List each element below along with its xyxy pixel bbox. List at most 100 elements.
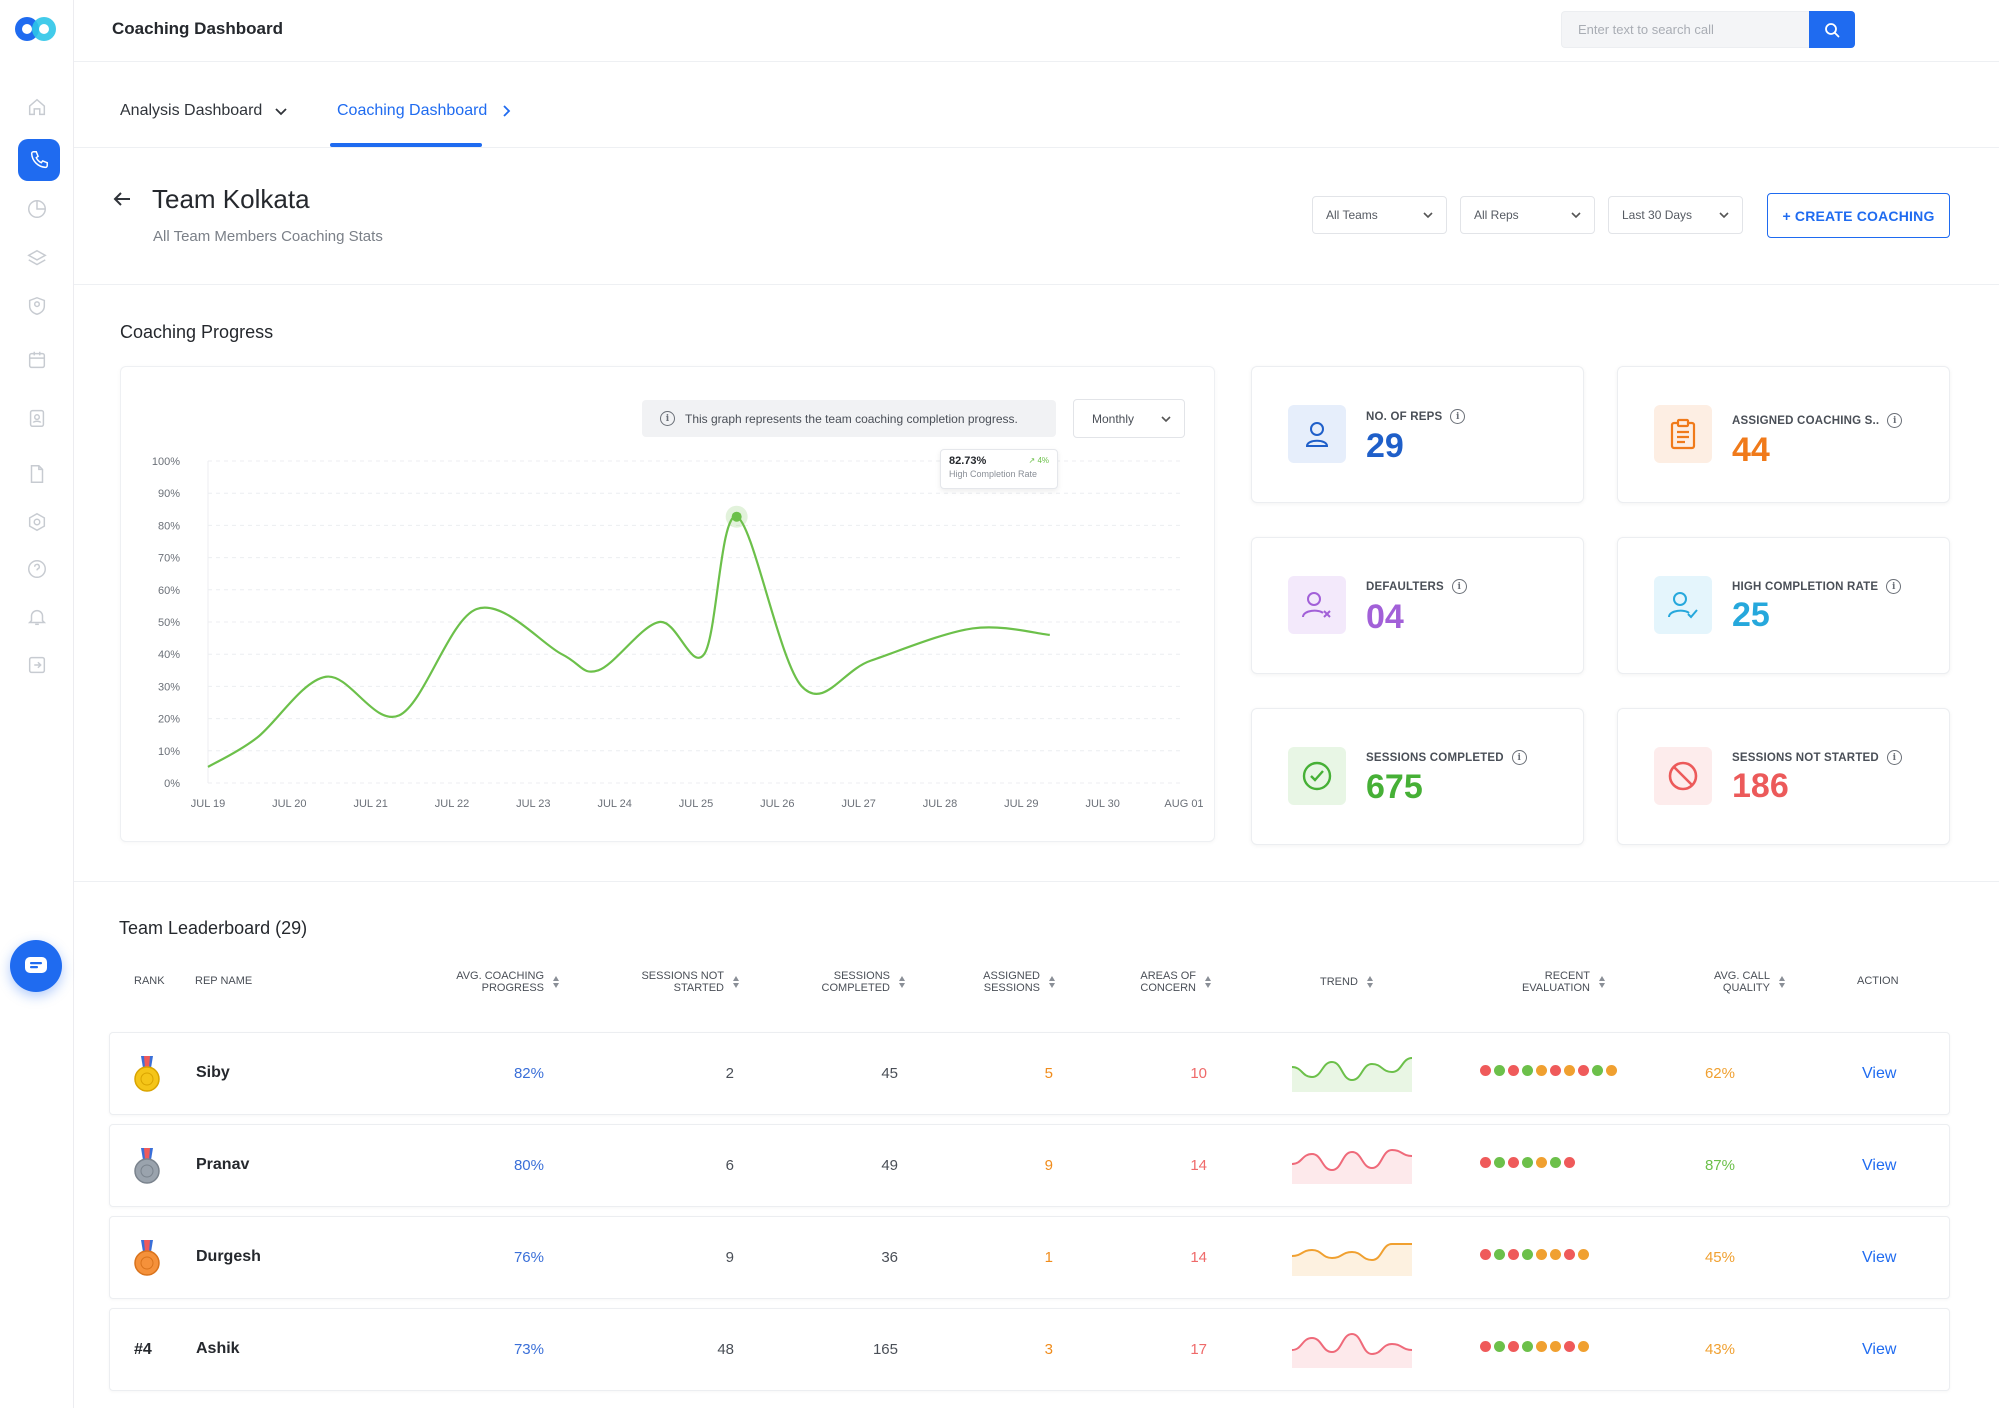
stat-value: 29: [1366, 427, 1404, 465]
evaluation-dot: [1494, 1157, 1505, 1168]
search-button[interactable]: [1809, 11, 1855, 48]
view-link[interactable]: View: [1862, 1341, 1897, 1358]
stat-card-high-completion[interactable]: HIGH COMPLETION RATE i 25: [1617, 537, 1950, 674]
sidebar: [0, 0, 74, 1408]
layers-icon[interactable]: [21, 243, 53, 275]
calendar-icon[interactable]: [21, 344, 53, 376]
evaluation-dot: [1494, 1341, 1505, 1352]
help-icon[interactable]: [21, 553, 53, 585]
view-link[interactable]: View: [1862, 1065, 1897, 1082]
assigned-sessions: 1: [1044, 1249, 1053, 1266]
rep-name[interactable]: Pranav: [196, 1156, 250, 1173]
stat-card-reps[interactable]: NO. OF REPS i 29: [1251, 366, 1584, 503]
column-header-text: SESSIONS NOT STARTED: [641, 970, 724, 994]
table-row[interactable]: Siby 82% 2 45 5 10 62% View: [109, 1032, 1950, 1115]
date-range-filter[interactable]: Last 30 Days: [1608, 196, 1743, 234]
trend-line: [1291, 1332, 1413, 1356]
evaluation-dot: [1550, 1341, 1561, 1352]
evaluation-dot: [1550, 1157, 1561, 1168]
stat-label: HIGH COMPLETION RATE i: [1732, 579, 1902, 594]
x-tick-label: JUL 30: [1085, 798, 1119, 810]
x-tick-label: JUL 26: [760, 798, 794, 810]
pie-chart-icon[interactable]: [21, 193, 53, 225]
leaderboard-title: Team Leaderboard (29): [119, 918, 308, 938]
app-title: Coaching Dashboard: [112, 19, 283, 38]
info-icon[interactable]: i: [1887, 413, 1903, 428]
rep-name[interactable]: Durgesh: [196, 1248, 261, 1265]
column-header-text: AREAS OF CONCERN: [1140, 970, 1196, 994]
rep-name[interactable]: Ashik: [196, 1340, 240, 1357]
create-coaching-button[interactable]: + CREATE COACHING: [1767, 193, 1950, 238]
trend-sparkline: [1291, 1243, 1412, 1276]
table-row[interactable]: Durgesh 76% 9 36 1 14 45% View: [109, 1216, 1950, 1299]
column-header-areas-of-concern[interactable]: AREAS OF CONCERN: [1116, 970, 1212, 994]
info-icon[interactable]: i: [1886, 750, 1902, 765]
x-tick-label: JUL 23: [516, 798, 550, 810]
trend-line: [1291, 1057, 1413, 1082]
bronze-medal-icon: [134, 1240, 160, 1276]
evaluation-dot: [1564, 1249, 1575, 1260]
trend-line: [1291, 1243, 1412, 1262]
evaluation-dot: [1522, 1341, 1533, 1352]
view-link[interactable]: View: [1862, 1249, 1897, 1266]
y-tick-label: 50%: [158, 617, 180, 629]
table-row[interactable]: Pranav 80% 6 49 9 14 87% View: [109, 1124, 1950, 1207]
table-row[interactable]: #4 Ashik 73% 48 165 3 17 43% View: [109, 1308, 1950, 1391]
evaluation-dot: [1592, 1065, 1603, 1076]
view-link[interactable]: View: [1862, 1157, 1897, 1174]
sort-icon: [1049, 976, 1055, 988]
stat-card-sessions-completed[interactable]: SESSIONS COMPLETED i 675: [1251, 708, 1584, 845]
series-line: [207, 515, 1050, 768]
tooltip-label: High Completion Rate: [949, 469, 1038, 479]
tab-analysis-dashboard[interactable]: Analysis Dashboard: [120, 102, 288, 120]
evaluation-dot: [1536, 1249, 1547, 1260]
period-select[interactable]: Monthly: [1073, 399, 1185, 438]
search-input[interactable]: [1561, 11, 1809, 48]
stat-card-sessions-not-started[interactable]: SESSIONS NOT STARTED i 186: [1617, 708, 1950, 845]
column-header-sessions-not-started[interactable]: SESSIONS NOT STARTED: [620, 970, 740, 994]
phone-icon[interactable]: [18, 139, 60, 181]
user-shield-icon[interactable]: [21, 290, 53, 322]
user-x-icon: [1288, 576, 1346, 634]
home-icon[interactable]: [21, 91, 53, 123]
rep-name[interactable]: Siby: [196, 1064, 230, 1081]
column-header-avg-call-quality[interactable]: AVG. CALL QUALITY: [1690, 970, 1786, 994]
info-icon[interactable]: i: [1886, 579, 1902, 594]
column-header-text: SESSIONS COMPLETED: [821, 970, 890, 994]
evaluation-dot: [1536, 1341, 1547, 1352]
stat-card-assigned-coaching[interactable]: ASSIGNED COACHING S.. i 44: [1617, 366, 1950, 503]
areas-of-concern: 14: [1190, 1157, 1207, 1174]
back-arrow-icon[interactable]: [110, 187, 134, 211]
app-logo[interactable]: [13, 14, 59, 44]
teams-filter[interactable]: All Teams: [1312, 196, 1447, 234]
stat-card-defaulters[interactable]: DEFAULTERS i 04: [1251, 537, 1584, 674]
chat-button[interactable]: [10, 940, 62, 992]
evaluation-dot: [1550, 1065, 1561, 1076]
column-header-recent-evaluation[interactable]: RECENT EVALUATION: [1500, 970, 1606, 994]
chart-info-text: This graph represents the team coaching …: [685, 411, 1018, 426]
coaching-progress-line-chart: 0% 10% 20% 30% 40% 50% 60% 70% 80% 90% 100% JUL 19 J…: [152, 456, 1204, 810]
stat-value: 186: [1732, 767, 1789, 805]
document-icon[interactable]: [21, 458, 53, 490]
column-header-rank: RANK: [134, 975, 165, 987]
y-tick-label: 70%: [158, 553, 180, 565]
logout-icon[interactable]: [21, 649, 53, 681]
info-icon[interactable]: i: [1511, 750, 1527, 765]
contact-card-icon[interactable]: [21, 402, 53, 434]
column-header-assigned-sessions[interactable]: ASSIGNED SESSIONS: [962, 970, 1056, 994]
evaluation-dot: [1606, 1065, 1617, 1076]
bell-icon[interactable]: [21, 601, 53, 633]
reps-filter[interactable]: All Reps: [1460, 196, 1595, 234]
column-header-avg-coaching-progress[interactable]: AVG. COACHING PROGRESS: [430, 970, 560, 994]
column-header-sessions-completed[interactable]: SESSIONS COMPLETED: [800, 970, 906, 994]
tab-coaching-dashboard[interactable]: Coaching Dashboard: [337, 102, 513, 120]
evaluation-dot: [1494, 1249, 1505, 1260]
info-icon[interactable]: i: [1450, 409, 1466, 424]
coaching-progress-title: Coaching Progress: [120, 322, 274, 342]
avg-call-quality: 87%: [1704, 1157, 1735, 1174]
evaluation-dot: [1480, 1341, 1491, 1352]
column-header-trend[interactable]: TREND: [1320, 975, 1374, 989]
info-icon[interactable]: i: [1451, 579, 1467, 594]
settings-hex-icon[interactable]: [21, 506, 53, 538]
avg-coaching-progress: 82%: [513, 1065, 544, 1082]
